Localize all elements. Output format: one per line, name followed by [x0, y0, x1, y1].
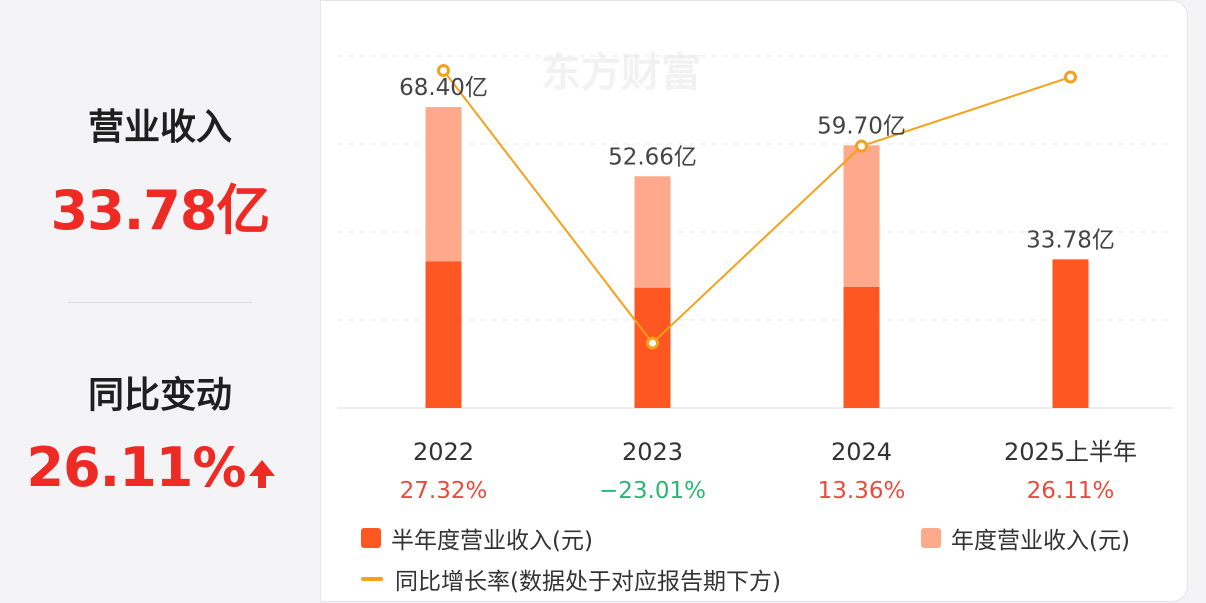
growth-line: [437, 64, 1077, 350]
growth-line-path: [442, 69, 1071, 345]
bar-value-label: 52.66亿: [608, 144, 697, 170]
half-year-bar: [843, 287, 880, 408]
arrow-up-icon: [247, 440, 277, 503]
x-tick-label: 2024: [831, 438, 892, 466]
change-value-row: 26.11%: [0, 436, 312, 503]
legend-growth-label: 同比增长率(数据处于对应报告期下方): [395, 569, 781, 595]
legend-annual-label: 年度营业收入(元): [951, 528, 1130, 554]
half-year-bar: [1052, 259, 1089, 408]
grid-lines: [337, 55, 1173, 409]
growth-value-label: 27.32%: [400, 478, 488, 504]
bar-value-label: 68.40亿: [399, 75, 488, 101]
x-tick-label: 2023: [622, 438, 683, 466]
revenue-label: 营业收入: [87, 107, 232, 148]
divider: [68, 302, 252, 303]
change-value: 26.11%: [26, 436, 247, 499]
legend-half-year-label: 半年度营业收入(元): [391, 528, 593, 554]
legend-growth[interactable]: 同比增长率(数据处于对应报告期下方): [361, 562, 781, 596]
revenue-chart: 东方财富 68.40亿 52.66亿 59.70亿 33.78亿 2022 2023 202…: [337, 50, 1173, 504]
revenue-value: 33.78亿: [50, 179, 271, 242]
x-tick-label: 2022: [413, 438, 474, 466]
chart-panel: 东方财富 68.40亿 52.66亿 59.70亿 33.78亿 2022 2023 202…: [320, 0, 1188, 602]
growth-point: [855, 139, 868, 153]
legend-annual[interactable]: 年度营业收入(元): [921, 521, 1130, 555]
growth-value-label: −23.01%: [599, 478, 706, 504]
growth-value-label: 26.11%: [1027, 478, 1115, 504]
half-year-bar: [425, 261, 462, 408]
growth-point: [646, 336, 659, 350]
change-label: 同比变动: [87, 375, 232, 416]
chart-labels: 68.40亿 52.66亿 59.70亿 33.78亿 2022 2023 2024 2025…: [399, 75, 1137, 504]
summary-panel: 营业收入 33.78亿 同比变动 26.11%: [0, 0, 320, 602]
annual-swatch: [921, 528, 941, 548]
growth-swatch: [361, 577, 383, 581]
bar-value-label: 59.70亿: [817, 113, 906, 139]
bars: [425, 107, 1089, 408]
growth-value-label: 13.36%: [818, 478, 906, 504]
x-tick-label: 2025上半年: [1004, 438, 1137, 466]
bar-value-label: 33.78亿: [1026, 227, 1115, 253]
growth-point: [1064, 70, 1077, 84]
growth-point: [437, 64, 450, 78]
legend-half-year[interactable]: 半年度营业收入(元): [361, 521, 593, 555]
half-year-swatch: [361, 528, 381, 548]
watermark: 东方财富: [541, 50, 701, 96]
